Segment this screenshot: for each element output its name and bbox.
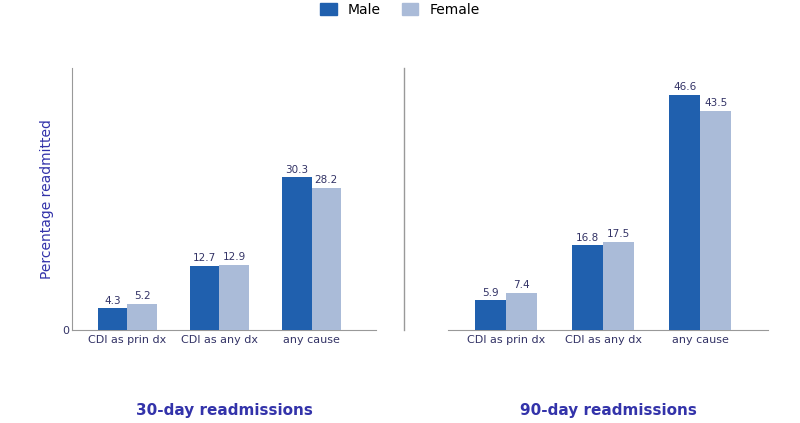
Text: 5.9: 5.9 xyxy=(482,288,499,298)
Text: 30-day readmissions: 30-day readmissions xyxy=(135,404,313,418)
Bar xyxy=(603,242,634,330)
Bar xyxy=(219,265,249,330)
Bar xyxy=(282,177,311,330)
Text: 4.3: 4.3 xyxy=(104,296,121,306)
Text: 30.3: 30.3 xyxy=(286,165,308,175)
Text: 12.7: 12.7 xyxy=(193,253,216,264)
Text: 90-day readmissions: 90-day readmissions xyxy=(519,404,697,418)
Text: 7.4: 7.4 xyxy=(514,280,530,290)
Text: 12.9: 12.9 xyxy=(222,253,246,262)
Text: 16.8: 16.8 xyxy=(576,233,599,243)
Bar xyxy=(190,266,219,330)
Bar xyxy=(700,110,731,330)
Text: 43.5: 43.5 xyxy=(704,98,727,108)
Bar xyxy=(127,304,157,330)
Bar xyxy=(475,300,506,330)
Bar xyxy=(506,293,538,330)
Y-axis label: Percentage readmitted: Percentage readmitted xyxy=(40,119,54,279)
Bar xyxy=(98,308,127,330)
Text: 28.2: 28.2 xyxy=(314,175,338,185)
Bar xyxy=(311,188,341,330)
Bar xyxy=(669,95,700,330)
Text: 46.6: 46.6 xyxy=(673,82,696,92)
Text: 17.5: 17.5 xyxy=(607,229,630,239)
Text: 5.2: 5.2 xyxy=(134,291,150,301)
Bar xyxy=(572,245,603,330)
Legend: Male, Female: Male, Female xyxy=(320,3,480,17)
